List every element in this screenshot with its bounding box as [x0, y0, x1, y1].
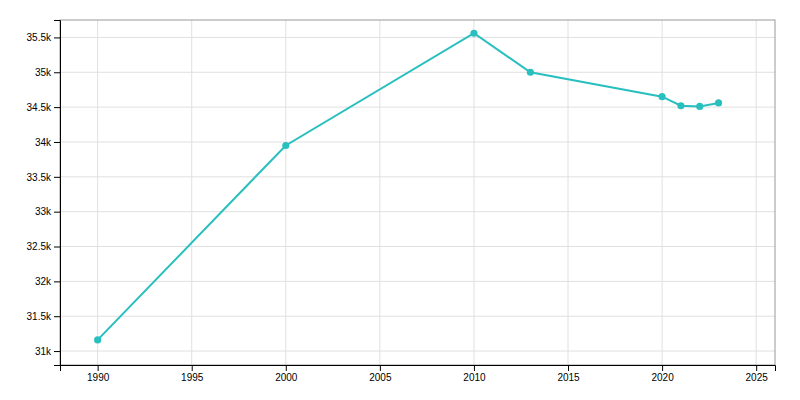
tick-label: 2000: [275, 372, 298, 383]
plot: 1990 1995 2000 2005 2010 2015 2020 2025 31k 31.5k…: [27, 20, 776, 383]
tick: 32k: [35, 276, 60, 287]
point: [677, 102, 684, 109]
point: [527, 69, 534, 76]
line: [98, 33, 719, 340]
grid-line: [662, 20, 663, 365]
point: [94, 336, 101, 343]
tick-mark: [568, 365, 569, 371]
tick-mark: [662, 365, 663, 371]
point: [282, 142, 289, 149]
tick: 33k: [35, 206, 60, 217]
tick-label: 31.5k: [27, 311, 52, 322]
tick-label: 2020: [651, 372, 674, 383]
point: [715, 99, 722, 106]
tick-mark: [474, 365, 475, 371]
grid-line: [60, 351, 775, 352]
tick-mark: [54, 107, 60, 108]
tick: 35.5k: [27, 32, 60, 43]
tick: 1995: [181, 365, 204, 383]
grid-line: [379, 20, 380, 365]
tick-mark: [98, 365, 99, 371]
grid-line: [60, 37, 775, 38]
tick-mark: [54, 212, 60, 213]
tick: 2020: [651, 365, 674, 383]
tick-label: 1995: [181, 372, 204, 383]
tick: 35k: [35, 67, 60, 78]
tick-label: 2005: [369, 372, 392, 383]
tick-mark: [54, 247, 60, 248]
tick-label: 34.5k: [27, 102, 52, 113]
tick: 31k: [35, 346, 60, 357]
grid-line: [60, 316, 775, 317]
grid-line: [568, 20, 569, 365]
tick-label: 32.5k: [27, 241, 52, 252]
tick: 1990: [87, 365, 110, 383]
plot-frame: [60, 20, 775, 365]
grid-line: [60, 141, 775, 142]
tick-mark: [54, 177, 60, 178]
grid-line: [191, 20, 192, 365]
tick-mark: [54, 316, 60, 317]
tick-mark: [54, 142, 60, 143]
tick-label: 31k: [35, 346, 52, 357]
tick: 32.5k: [27, 241, 60, 252]
tick-mark: [380, 365, 381, 371]
tick-mark: [756, 365, 757, 371]
tick-label: 32k: [35, 276, 52, 287]
point: [659, 93, 666, 100]
tick-label: 2010: [463, 372, 486, 383]
tick-mark: [54, 351, 60, 352]
tick-mark: [54, 72, 60, 73]
grid-line: [97, 20, 98, 365]
y-axis: 31k 31.5k 32k 32.5k 33k 33.5k 34k 34.5k 35k 35.5k: [27, 21, 61, 366]
tick-label: 34k: [35, 137, 52, 148]
grid-line: [60, 246, 775, 247]
point: [696, 103, 703, 110]
marks: [94, 30, 722, 344]
grid-line: [473, 20, 474, 365]
tick: 2010: [463, 365, 486, 383]
tick: 2025: [746, 365, 769, 383]
tick: 34k: [35, 137, 60, 148]
tick-mark: [54, 281, 60, 282]
tick-mark: [54, 37, 60, 38]
axis-line: [61, 366, 776, 372]
tick-label: 2015: [557, 372, 580, 383]
grid-line: [60, 176, 775, 177]
tick-mark: [192, 365, 193, 371]
grid-line: [756, 20, 757, 365]
grid-line: [60, 281, 775, 282]
grid-line: [60, 211, 775, 212]
tick: 31.5k: [27, 311, 60, 322]
grid-line: [285, 20, 286, 365]
tick-mark: [286, 365, 287, 371]
x-axis: 1990 1995 2000 2005 2010 2015 2020 2025: [61, 365, 776, 383]
tick-label: 2025: [746, 372, 769, 383]
tick: 33.5k: [27, 172, 60, 183]
tick-label: 33k: [35, 206, 52, 217]
tick: 2005: [369, 365, 392, 383]
chart: 1990 1995 2000 2005 2010 2015 2020 2025 31k 31.5k…: [0, 0, 800, 400]
tick-label: 33.5k: [27, 172, 52, 183]
grid: [60, 20, 775, 365]
tick: 2015: [557, 365, 580, 383]
grid-line: [60, 72, 775, 73]
tick-label: 35k: [35, 67, 52, 78]
axis-line: [54, 21, 61, 366]
tick-label: 1990: [87, 372, 110, 383]
point: [470, 30, 477, 37]
grid-line: [60, 107, 775, 108]
tick: 34.5k: [27, 102, 60, 113]
tick: 2000: [275, 365, 298, 383]
tick-label: 35.5k: [27, 32, 52, 43]
